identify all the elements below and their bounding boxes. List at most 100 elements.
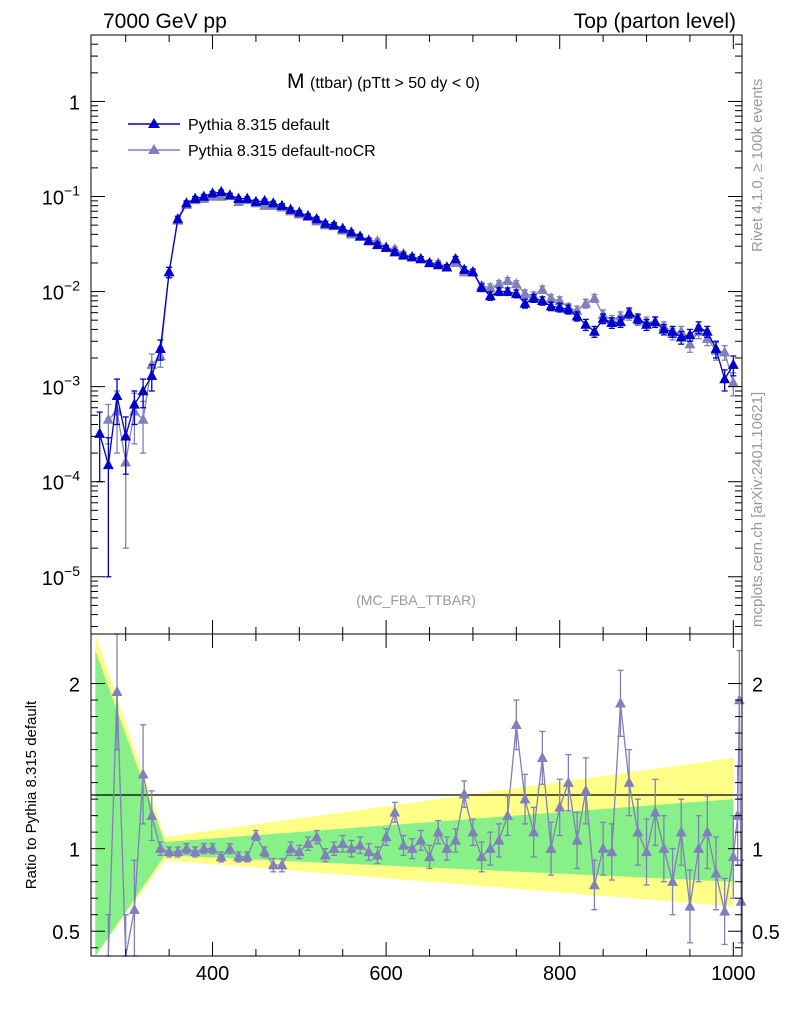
main-ytick-label-5: 1: [69, 92, 80, 114]
ratio-data-point: [733, 694, 745, 705]
data-point-default: [536, 294, 548, 305]
header-process-label: Top (parton level): [574, 10, 736, 33]
data-point-default: [120, 430, 132, 441]
ratio-data-point: [589, 878, 600, 890]
ratio-data-point: [732, 809, 744, 820]
data-point-default: [111, 389, 123, 401]
plot-title-sub: (ttbar) (pTtt > 50 dy < 0): [310, 75, 480, 92]
ratio-data-point: [510, 718, 522, 730]
data-point-default: [129, 398, 140, 409]
ratio-data-point: [337, 837, 349, 848]
data-point-default: [701, 325, 713, 336]
data-point-default: [319, 217, 331, 228]
ratio-data-point: [467, 826, 479, 837]
data-point-default: [493, 285, 505, 296]
data-point-default: [155, 342, 166, 354]
ratio-data-point: [701, 826, 713, 837]
ratio-data-point: [649, 806, 661, 817]
legend-entry-nocr: Pythia 8.315 default-noCR: [128, 143, 376, 160]
data-point-default: [693, 321, 704, 332]
data-point-default: [597, 312, 609, 323]
mcplots-source-label: mcplots.cern.ch [arXiv:2401.10621]: [749, 392, 766, 627]
ratio-data-point: [380, 831, 392, 842]
data-point-default: [406, 251, 418, 262]
ratio-data-point: [528, 826, 540, 837]
data-point-nocr: [589, 292, 600, 303]
ratio-data-point: [606, 845, 618, 857]
data-point-default: [146, 369, 158, 381]
data-point-default: [424, 256, 435, 268]
ratio-data-point: [354, 839, 366, 850]
data-point-default: [380, 241, 392, 252]
data-point-nocr: [727, 376, 739, 387]
data-point-nocr: [510, 278, 522, 289]
ratio-data-point: [658, 842, 670, 853]
data-point-nocr: [684, 338, 696, 349]
ratio-data-point: [424, 850, 435, 862]
data-point-default: [285, 203, 297, 214]
data-point-default: [363, 235, 375, 246]
data-point-default: [354, 230, 366, 241]
ratio-data-point: [346, 842, 357, 853]
ratio-y-tick-labels: 0.5 0.5 1 1 2 2: [52, 675, 780, 945]
data-point-default: [667, 325, 678, 336]
ratio-data-point: [111, 685, 123, 696]
data-point-default: [554, 301, 566, 312]
ratio-data-point: [319, 849, 331, 860]
main-ytick-label-4: 10−1: [42, 183, 80, 210]
ratio-data-point: [137, 768, 149, 779]
data-point-default: [233, 192, 244, 203]
data-point-default: [545, 300, 557, 311]
data-point-default: [571, 310, 583, 321]
data-point-nocr: [137, 413, 149, 424]
data-point-default: [250, 195, 262, 206]
ratio-ytick-label-left-0: 0.5: [52, 922, 80, 944]
data-point-default: [302, 210, 314, 221]
data-point-default: [241, 192, 253, 203]
ratio-data-point: [545, 842, 557, 853]
data-point-default: [519, 297, 531, 308]
analysis-watermark: (MC_FBA_TTBAR): [356, 592, 476, 608]
data-point-default: [563, 303, 574, 314]
ratio-data-point: [215, 850, 227, 862]
ratio-y-axis-label: Ratio to Pythia 8.315 default: [23, 700, 40, 889]
ratio-data-point: [441, 842, 453, 853]
ratio-data-point: [615, 697, 626, 708]
data-point-default: [710, 342, 722, 354]
ratio-data-point: [597, 842, 609, 853]
ratio-data-point: [667, 875, 678, 886]
ratio-data-point: [641, 845, 652, 857]
main-ytick-label-2: 10−3: [42, 373, 80, 400]
data-point-nocr: [580, 297, 592, 308]
data-point-default: [580, 318, 592, 329]
data-point-default: [615, 315, 626, 327]
ratio-data-point: [675, 826, 687, 837]
data-point-default: [398, 249, 409, 260]
ratio-data-point: [623, 776, 635, 787]
data-point-default: [259, 194, 270, 206]
plot-title-main: M: [287, 70, 305, 93]
series-default: [94, 185, 739, 578]
ratio-ytick-label-left-1: 1: [69, 840, 80, 862]
header-energy-label: 7000 GeV pp: [103, 10, 227, 33]
data-point-nocr: [493, 278, 505, 289]
data-point-default: [623, 306, 635, 317]
legend-label-nocr: Pythia 8.315 default-noCR: [188, 143, 376, 160]
data-point-default: [311, 213, 323, 224]
main-ticks: [91, 34, 742, 634]
ratio-data-point: [276, 859, 288, 870]
ratio-data-point: [363, 845, 375, 857]
legend-marker-nocr: [148, 144, 160, 154]
data-point-default: [137, 384, 149, 396]
ratio-data-point: [328, 842, 340, 853]
data-point-default: [224, 189, 236, 200]
ratio-data-point: [476, 850, 487, 862]
ratio-data-point: [458, 788, 470, 799]
x-tick-labels: 400 600 800 1000: [196, 963, 756, 985]
data-point-default: [606, 316, 618, 327]
data-point-default: [181, 197, 192, 208]
ratio-data-point: [163, 845, 175, 857]
ratio-data-point: [267, 859, 279, 870]
ratio-ytick-label-right-1: 1: [752, 840, 763, 862]
ratio-bands: [95, 634, 734, 956]
